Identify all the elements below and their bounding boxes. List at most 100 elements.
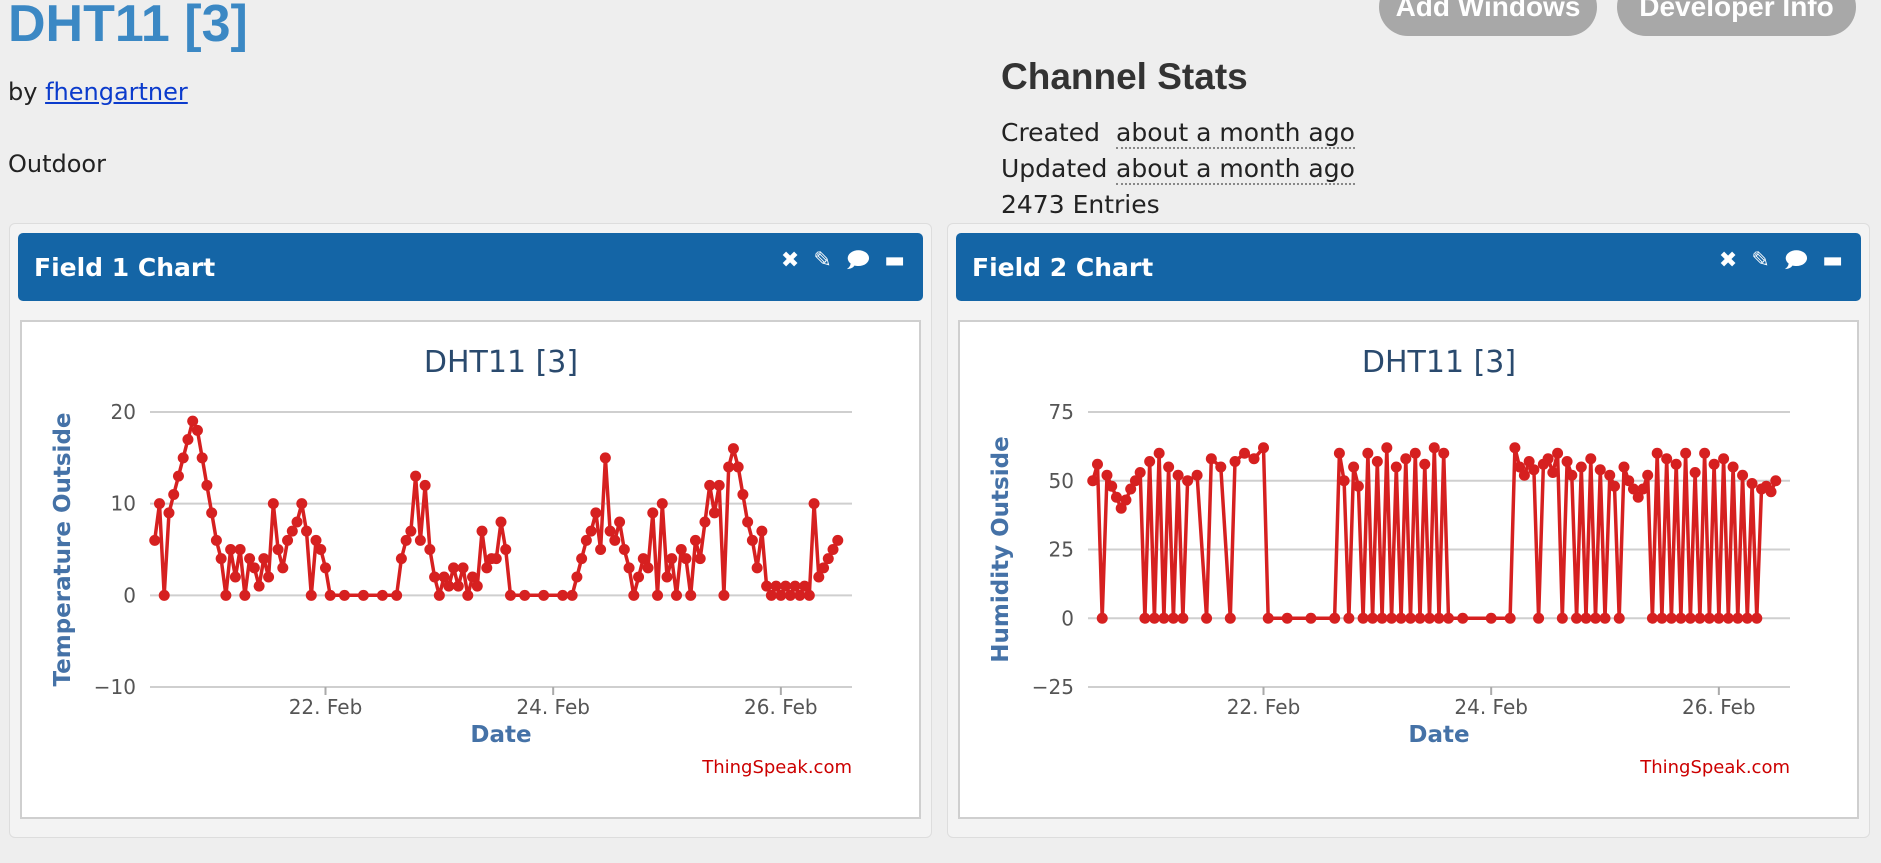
panel-header: Field 1 Chart ✖ ✎ 🗩 ▬ (18, 233, 923, 301)
data-point (1632, 491, 1644, 503)
data-point (704, 479, 716, 491)
data-point (671, 589, 682, 601)
data-point (1703, 612, 1715, 624)
data-point (761, 580, 773, 592)
data-point (628, 589, 640, 601)
data-point (727, 443, 739, 455)
data-point (794, 589, 806, 601)
data-point (1172, 469, 1184, 481)
stat-entries: 2473 Entries (1001, 190, 1160, 219)
data-point (168, 489, 180, 500)
data-point (1167, 612, 1179, 624)
data-point (1670, 458, 1682, 470)
data-point (623, 562, 635, 574)
data-point (1191, 469, 1203, 481)
data-point (433, 589, 445, 601)
data-point (1637, 483, 1649, 495)
data-point (746, 534, 758, 546)
data-point (642, 562, 654, 574)
data-point (614, 516, 626, 528)
data-point (1144, 456, 1156, 467)
data-point (1514, 461, 1526, 473)
data-point (1177, 612, 1189, 624)
data-point (490, 553, 502, 565)
add-windows-button[interactable]: Add Windows (1379, 0, 1597, 36)
y-tick-label: 50 (1049, 469, 1074, 493)
data-point (1096, 612, 1108, 624)
data-point (1376, 612, 1388, 624)
minimize-icon[interactable]: ▬ (1822, 248, 1843, 273)
data-point (732, 461, 744, 473)
developer-info-button[interactable]: Developer Info (1617, 0, 1856, 36)
data-point (1718, 453, 1730, 465)
data-point (799, 580, 811, 592)
x-axis-label: Date (470, 722, 531, 748)
data-point (1352, 480, 1364, 492)
created-value[interactable]: about a month ago (1116, 118, 1355, 149)
data-point (210, 534, 222, 546)
data-point (1438, 447, 1450, 459)
data-point (1727, 461, 1739, 473)
data-point (1609, 480, 1620, 492)
data-point (604, 525, 616, 537)
x-tick-label: 22. Feb (1227, 695, 1301, 719)
data-point (1139, 612, 1151, 624)
data-point (1115, 502, 1127, 514)
data-point (324, 589, 336, 601)
data-point (215, 553, 227, 565)
comment-icon[interactable]: 🗩 (1783, 248, 1809, 273)
close-icon[interactable]: ✖ (780, 248, 800, 273)
data-point (282, 534, 294, 546)
data-point (1134, 467, 1146, 478)
data-point (1656, 612, 1668, 624)
data-point (225, 544, 237, 555)
data-point (172, 470, 184, 482)
data-point (1333, 447, 1345, 459)
data-point (1381, 442, 1393, 454)
data-point (1680, 447, 1692, 459)
minimize-icon[interactable]: ▬ (884, 248, 905, 273)
pencil-icon[interactable]: ✎ (813, 248, 832, 273)
data-point (1504, 612, 1516, 624)
data-point (1575, 461, 1587, 473)
data-point (1533, 612, 1545, 624)
updated-value[interactable]: about a month ago (1116, 154, 1355, 185)
data-point (656, 498, 668, 510)
data-point (1091, 458, 1103, 470)
author-link[interactable]: fhengartner (45, 78, 188, 106)
data-point (618, 544, 630, 555)
data-point (1684, 612, 1696, 624)
pencil-icon[interactable]: ✎ (1751, 248, 1770, 273)
chart-container: DHT11 [3] 75 50 25 0 −25 22. Feb 24. Feb 26. Feb… (958, 320, 1859, 819)
data-point (1699, 447, 1711, 459)
data-point (637, 553, 649, 565)
data-point (1547, 467, 1559, 478)
data-point (471, 580, 483, 592)
data-point (780, 580, 792, 592)
data-point (1661, 453, 1673, 465)
data-point (713, 479, 725, 491)
close-icon[interactable]: ✖ (1718, 248, 1738, 273)
data-point (163, 507, 175, 519)
data-point (1248, 453, 1260, 465)
panel-title: Field 1 Chart (34, 253, 216, 282)
data-point (685, 589, 697, 601)
data-point (357, 589, 369, 601)
comment-icon[interactable]: 🗩 (845, 248, 871, 273)
data-point (1390, 461, 1402, 473)
data-point (481, 562, 493, 574)
chart-container: DHT11 [3] 20 10 0 −10 22. Feb 24. Feb 26. Feb Da… (20, 320, 921, 819)
field-2-panel: Field 2 Chart ✖ ✎ 🗩 ▬ DHT11 [3] 75 50 25 0 −2… (947, 223, 1870, 838)
data-point (1409, 447, 1421, 459)
created-label: Created (1001, 118, 1100, 147)
data-point (689, 534, 701, 546)
data-point (272, 544, 284, 555)
data-point (467, 571, 479, 583)
x-tick-label: 24. Feb (516, 695, 590, 719)
data-point (1552, 447, 1564, 459)
channel-description: Outdoor (8, 150, 106, 178)
data-point (1433, 612, 1445, 624)
data-point (158, 589, 170, 601)
data-point (576, 553, 588, 565)
data-point (609, 534, 621, 546)
